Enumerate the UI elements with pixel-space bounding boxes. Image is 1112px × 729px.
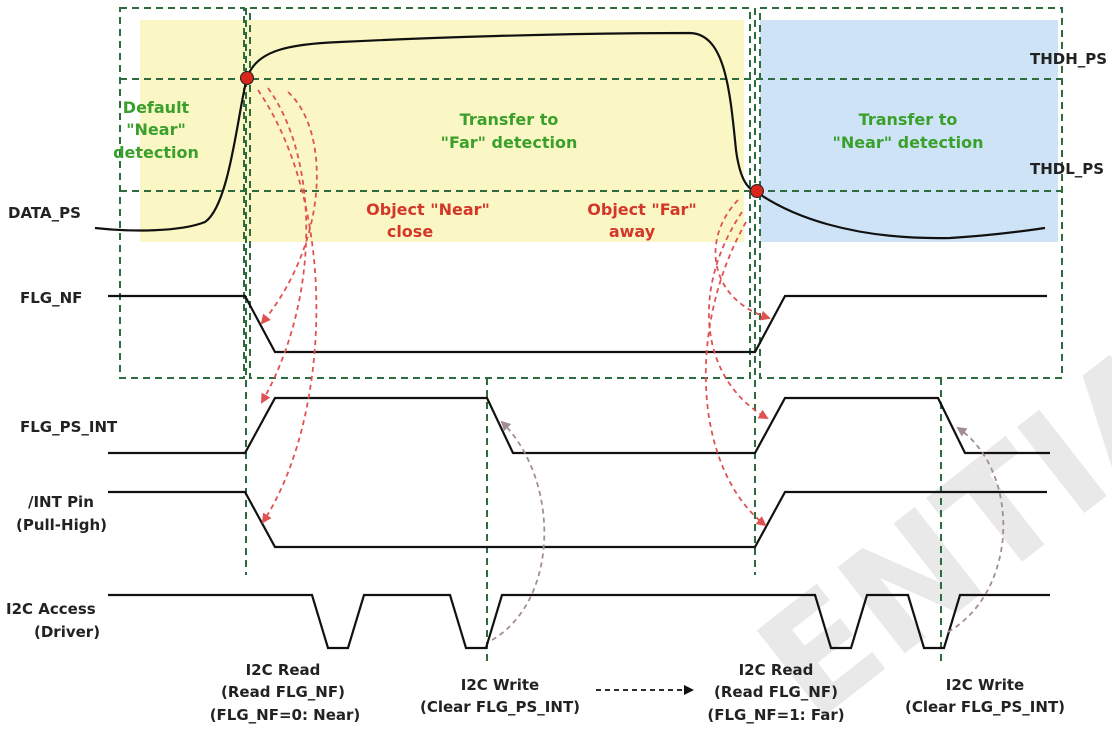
int-pin-label: /INT Pin <box>28 493 94 511</box>
thdh-label: THDH_PS <box>1030 50 1107 68</box>
int-pin-sublabel: (Pull-High) <box>16 516 107 534</box>
flg-nf-waveform <box>108 296 1047 352</box>
i2c-write-1-label: I2C Write (Clear FLG_PS_INT) <box>420 676 580 716</box>
clear-int-arrow-1 <box>492 422 544 640</box>
svg-text:Object "Far": Object "Far" <box>587 200 696 219</box>
threshold-low-marker <box>751 185 764 198</box>
svg-text:I2C Write: I2C Write <box>461 676 539 694</box>
svg-text:(FLG_NF=0: Near): (FLG_NF=0: Near) <box>210 706 361 724</box>
threshold-high-marker <box>241 72 254 85</box>
i2c-write-2-label: I2C Write (Clear FLG_PS_INT) <box>905 676 1065 716</box>
svg-text:I2C Write: I2C Write <box>946 676 1024 694</box>
svg-text:Transfer to: Transfer to <box>460 110 559 129</box>
svg-text:"Near": "Near" <box>126 120 186 139</box>
svg-text:(Clear FLG_PS_INT): (Clear FLG_PS_INT) <box>905 698 1065 716</box>
svg-text:(Read FLG_NF): (Read FLG_NF) <box>714 683 838 701</box>
svg-text:(Read FLG_NF): (Read FLG_NF) <box>221 683 345 701</box>
svg-text:I2C Read: I2C Read <box>246 661 321 679</box>
svg-text:(FLG_NF=1: Far): (FLG_NF=1: Far) <box>707 706 844 724</box>
svg-text:(Clear FLG_PS_INT): (Clear FLG_PS_INT) <box>420 698 580 716</box>
svg-text:Default: Default <box>123 98 190 117</box>
watermark-text: ENTIAL <box>728 248 1112 729</box>
flg-ps-int-label: FLG_PS_INT <box>20 418 118 436</box>
svg-text:detection: detection <box>113 143 199 162</box>
flg-nf-label: FLG_NF <box>20 289 82 307</box>
i2c-read-1-label: I2C Read (Read FLG_NF) (FLG_NF=0: Near) <box>210 661 361 724</box>
svg-text:Object "Near": Object "Near" <box>366 200 490 219</box>
svg-text:close: close <box>387 222 433 241</box>
svg-text:away: away <box>609 222 656 241</box>
svg-text:Transfer to: Transfer to <box>859 110 958 129</box>
near-detection-zone <box>760 20 1058 242</box>
thdl-label: THDL_PS <box>1030 160 1104 178</box>
svg-text:I2C Read: I2C Read <box>739 661 814 679</box>
svg-text:"Near" detection: "Near" detection <box>833 133 984 152</box>
data-ps-label: DATA_PS <box>8 204 81 222</box>
i2c-access-label: I2C Access <box>6 600 96 618</box>
i2c-access-sublabel: (Driver) <box>34 623 100 641</box>
svg-text:"Far" detection: "Far" detection <box>441 133 578 152</box>
flg-ps-int-waveform <box>108 398 1050 453</box>
